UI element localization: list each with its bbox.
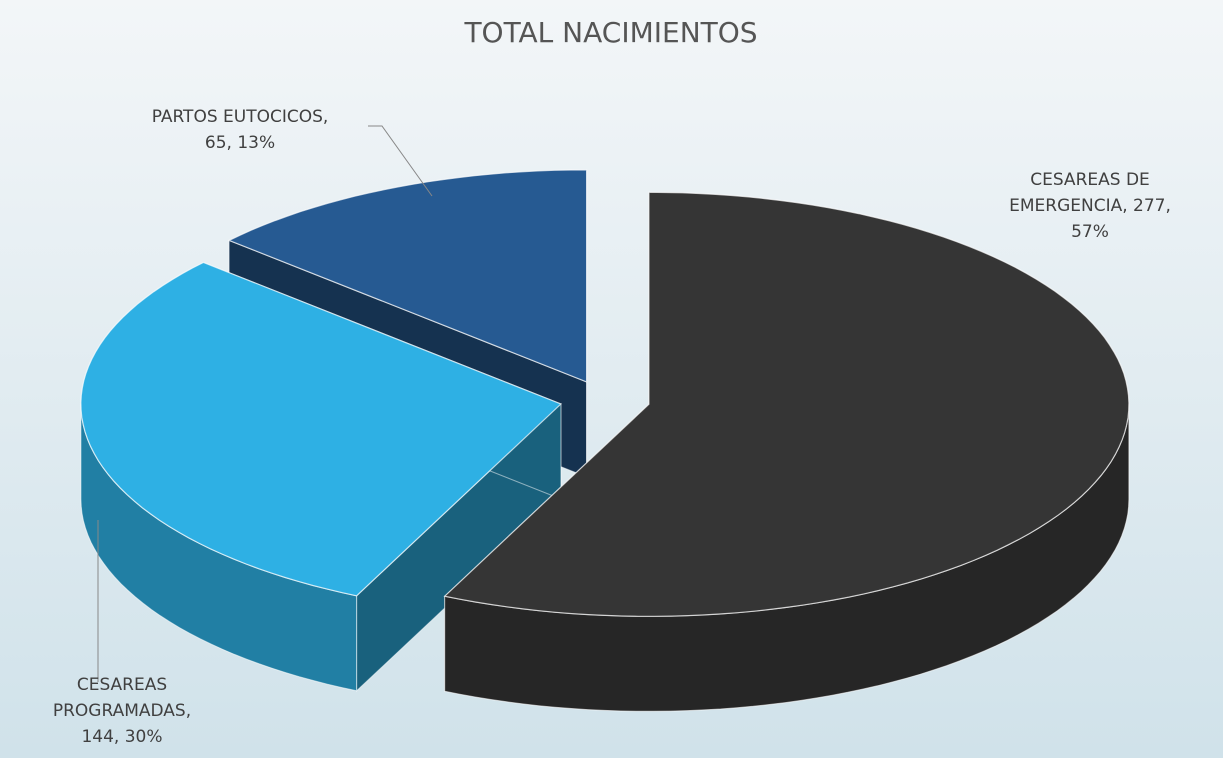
slice [80,261,563,597]
data-label: CESAREAS DE EMERGENCIA, 277, 57% [1009,170,1171,242]
slice [227,169,588,383]
leader-line [368,125,433,197]
pie [80,169,1130,712]
slice [443,191,1130,617]
chart-title: TOTAL NACIMIENTOS [463,16,757,49]
data-label: PARTOS EUTOCICOS, 65, 13% [152,107,329,153]
data-label: CESAREAS PROGRAMADAS, 144, 30% [53,675,191,747]
